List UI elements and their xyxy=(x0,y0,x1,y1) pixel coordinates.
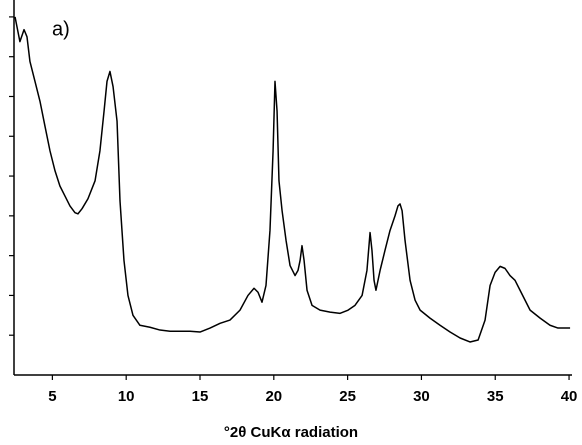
x-tick-label: 40 xyxy=(561,388,578,405)
x-tick-label: 5 xyxy=(48,388,56,405)
data-line xyxy=(14,16,571,343)
x-tick-label: 35 xyxy=(487,388,504,405)
x-tick-label: 20 xyxy=(265,388,282,405)
x-tick-label: 25 xyxy=(339,388,356,405)
x-tick-label: 30 xyxy=(413,388,430,405)
x-tick-label: 10 xyxy=(118,388,135,405)
x-axis-label: °2θ CuKα radiation xyxy=(224,424,358,441)
x-tick-label: 15 xyxy=(192,388,209,405)
panel-label: a) xyxy=(52,18,70,40)
